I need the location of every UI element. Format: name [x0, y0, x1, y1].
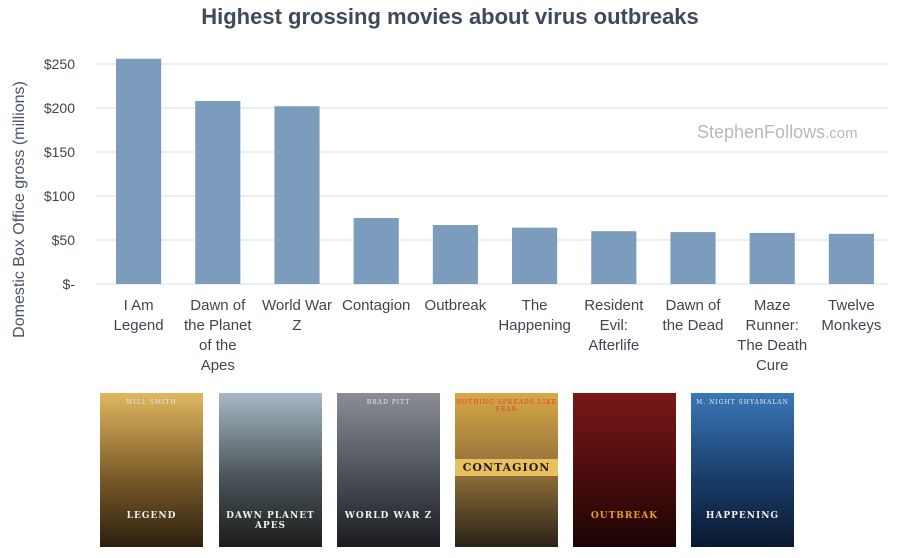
bar [512, 227, 558, 284]
bar [591, 231, 637, 284]
bar [353, 218, 399, 284]
poster-bottom-text: LEGEND [126, 511, 177, 521]
poster-top-text: M. NIGHT SHYAMALAN [696, 399, 789, 406]
world-war-z-poster: BRAD PITT WORLD WAR Z [337, 393, 440, 547]
y-axis-label: Domestic Box Office gross (millions) [11, 81, 28, 338]
poster-bottom-text: DAWN PLANET APES [226, 511, 315, 531]
bar [274, 106, 320, 285]
bar-chart: $- $50 $100 $150 $200 $250 Domestic Box Office… [11, 56, 888, 374]
contagion-poster: NOTHING SPREADS LIKE FEAR CONTAGION [455, 393, 558, 547]
bar [116, 58, 162, 284]
y-tick-label: $150 [44, 144, 75, 160]
bar [828, 233, 874, 284]
x-category-label: The Happening [498, 297, 571, 334]
x-category-label: Resident Evil: Afterlife [584, 297, 644, 354]
watermark-suffix: .com [825, 125, 858, 142]
x-category-label: Maze Runner: The Death Cure [737, 297, 807, 374]
y-tick-label: $200 [44, 100, 75, 116]
watermark-main: StephenFollows [697, 122, 826, 142]
poster-bottom-text: CONTAGION [455, 459, 558, 476]
poster-top-text: WILL SMITH [126, 399, 177, 406]
poster-bottom-text: WORLD WAR Z [344, 511, 433, 521]
i-am-legend-poster: WILL SMITH LEGEND [100, 393, 203, 547]
chart-title: Highest grossing movies about virus outb… [201, 4, 699, 29]
x-category-label: Twelve Monkeys [821, 297, 881, 334]
bar [670, 232, 716, 284]
bar [195, 100, 241, 285]
outbreak-poster: OUTBREAK [573, 393, 676, 547]
x-category-label: World War Z [262, 297, 332, 334]
bar [432, 225, 478, 284]
poster-top-text: BRAD PITT [366, 399, 411, 406]
y-tick-label: $- [63, 276, 76, 292]
x-category-label: Dawn of the Dead [663, 297, 724, 334]
poster-top-text: NOTHING SPREADS LIKE FEAR [455, 399, 558, 413]
x-category-label: Outbreak [425, 297, 487, 314]
poster-bottom-text: OUTBREAK [590, 511, 659, 521]
poster-bottom-text: HAPPENING [705, 511, 780, 521]
bar [749, 232, 795, 284]
y-tick-label: $50 [52, 232, 76, 248]
the-happening-poster: M. NIGHT SHYAMALAN HAPPENING [691, 393, 794, 547]
dawn-of-the-planet-of-the-apes-poster: DAWN PLANET APES [219, 393, 322, 547]
watermark: StephenFollows.com [697, 122, 858, 143]
x-category-label: I Am Legend [114, 297, 164, 334]
y-tick-label: $100 [44, 188, 75, 204]
x-category-label: Contagion [342, 297, 410, 314]
x-category-label: Dawn of the Planet of the Apes [184, 297, 252, 374]
y-tick-label: $250 [44, 56, 75, 72]
